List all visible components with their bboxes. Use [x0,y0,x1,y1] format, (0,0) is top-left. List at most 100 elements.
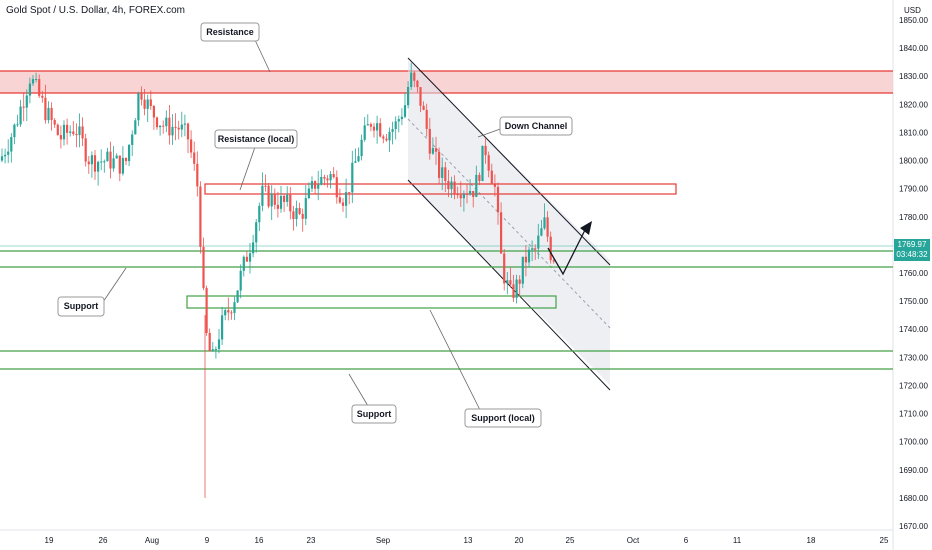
candle-body [72,131,75,135]
candle-body [292,211,295,220]
chart-title: Gold Spot / U.S. Dollar, 4h, FOREX.com [6,5,185,16]
candle-body [388,131,391,141]
projection-arrowhead [580,221,592,235]
y-tick-label: 1710.00 [899,410,928,419]
candle-body [419,87,422,106]
candle-body [248,253,252,262]
candle-body [50,107,53,121]
candle-body [28,83,31,96]
y-tick-label: 1690.00 [899,466,928,475]
callout-support-local[interactable]: Support (local) [429,309,542,428]
candle-body [121,157,124,174]
candle-body [270,193,273,207]
callout-resistance[interactable]: Resistance [200,22,271,73]
candle-body [227,310,230,313]
candle-body [317,184,320,189]
callout-support-bottom-text: Support [357,409,392,419]
candle-body [0,156,4,161]
candle-body [456,193,459,196]
candle-body [481,145,484,181]
candle-body [143,99,146,109]
candle-body [487,155,490,171]
candle-body [490,170,493,185]
x-tick-label: Oct [627,536,640,545]
candle-body [527,249,531,263]
candle-body [13,124,16,138]
candle-body [484,145,487,156]
candle-body [407,86,410,106]
candle-body [552,260,555,262]
support-local-box[interactable] [186,295,557,309]
channel-lower-line[interactable] [407,179,611,391]
x-tick-label: 25 [880,536,889,545]
y-tick-label: 1780.00 [899,213,928,222]
candle-body [78,126,81,136]
candle-body [159,125,162,128]
candle-body [202,246,205,289]
candle-body [500,212,503,254]
candle-body [56,124,59,136]
current-price-tag: 1769.97 03:48:32 [894,239,930,261]
candle-body [537,235,540,249]
candle-body [521,256,524,284]
resistance-zone[interactable] [0,71,893,93]
candle-body [25,95,28,108]
candle-body [369,124,372,127]
candle-body [146,99,149,109]
projection-path [547,229,586,276]
candle-body [534,248,537,250]
candle-body [298,208,301,214]
x-tick-label: 6 [684,536,689,545]
candle-body [289,194,292,212]
y-tick-label: 1700.00 [899,438,928,447]
callout-support-left[interactable]: Support [57,267,127,317]
resistance-local-box[interactable] [204,183,677,195]
candle-body [391,129,394,132]
candle-body [90,155,93,165]
candle-body [546,217,549,237]
y-tick-label: 1720.00 [899,381,928,390]
candle-body [478,174,481,181]
callout-resistance-local[interactable]: Resistance (local) [214,129,298,191]
candle-body [112,158,115,169]
candle-body [149,99,152,106]
y-tick-label: 1730.00 [899,353,928,362]
candle-body [518,279,521,284]
candle-body [459,195,462,199]
candle-body [465,193,469,195]
candle-body [379,123,382,137]
callout-down-channel[interactable]: Down Channel [477,116,573,138]
candle-body [385,138,388,141]
x-tick-label: 9 [205,536,210,545]
x-tick-label: Sep [376,536,391,545]
candle-body [422,105,425,110]
current-price: 1769.97 [897,240,927,249]
candle-body [304,198,307,219]
candle-body [372,126,376,131]
callout-support-bottom[interactable]: Support [348,373,397,424]
candle-body [314,181,317,189]
y-tick-label: 1850.00 [899,16,928,25]
candle-body [462,193,465,199]
candle-body [447,181,450,190]
candle-body [261,185,264,206]
candle-body [62,124,66,140]
candle-body [255,222,258,243]
candle-body [332,174,335,178]
candle-body [38,79,41,96]
candle-body [165,117,168,127]
candle-body [47,107,50,121]
candle-body [357,156,360,162]
candle-body [93,155,97,172]
channel-upper-line[interactable] [407,57,611,266]
candle-body [382,136,385,139]
candle-body [348,192,351,194]
candle-body [41,95,44,98]
candle-body [208,332,211,352]
candle-body [84,138,87,162]
candle-body [75,134,78,136]
candle-body [524,256,527,263]
callout-down-channel-text: Down Channel [505,121,568,131]
candle-body [35,79,38,81]
